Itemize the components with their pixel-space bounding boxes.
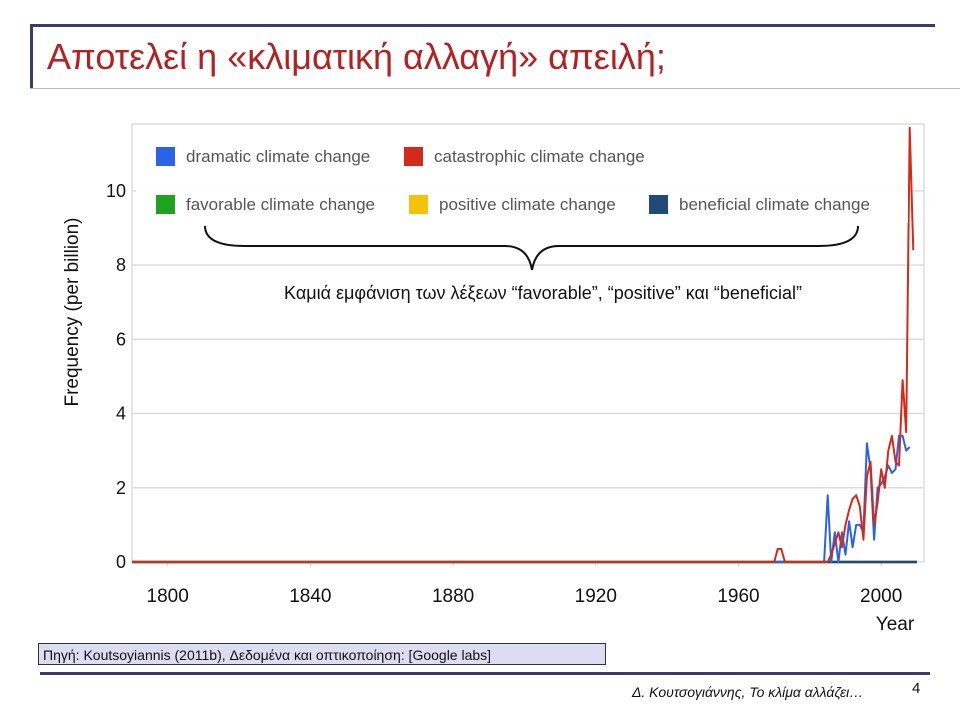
legend-swatch	[409, 195, 428, 214]
legend: dramatic climate change catastrophic clim…	[136, 137, 908, 223]
page-number: 4	[912, 680, 921, 697]
source-box: Πηγή: Koutsoyiannis (2011b), Δεδομένα κα…	[38, 643, 606, 665]
legend-background	[136, 137, 908, 223]
slide-title: Αποτελεί η «κλιματική αλλαγή» απειλή;	[47, 36, 666, 77]
chart-annotation: Καμιά εμφάνιση των λέξεων “favorable”, “…	[284, 283, 802, 303]
x-axis-label: Year	[876, 614, 915, 635]
curly-brace	[204, 225, 859, 271]
series-line-dramatic-climate-change	[132, 434, 911, 563]
y-tick-label: 6	[116, 329, 126, 349]
y-tick-labels: 0 2 4 6 8 10	[106, 181, 126, 572]
legend-label: dramatic climate change	[186, 147, 370, 166]
series-lines	[132, 126, 917, 564]
title-top-rule	[33, 24, 935, 27]
title-divider	[30, 88, 960, 89]
title-bar: Αποτελεί η «κλιματική αλλαγή» απειλή;	[30, 24, 935, 88]
footer-rule	[40, 672, 930, 675]
x-tick-labels: 1800 1840 1880 1920 1960 2000	[147, 586, 903, 607]
y-tick-label: 0	[116, 552, 126, 572]
legend-label: catastrophic climate change	[434, 147, 645, 166]
legend-swatch	[156, 195, 175, 214]
y-tick-label: 4	[116, 404, 126, 424]
y-tick-label: 2	[116, 478, 126, 498]
x-tick-label: 1880	[432, 586, 474, 607]
x-tick-label: 1960	[717, 586, 759, 607]
y-tick-label: 10	[106, 181, 126, 201]
y-axis-label: Frequency (per billion)	[62, 217, 83, 406]
legend-swatch	[649, 195, 668, 214]
x-tick-label: 1840	[289, 586, 331, 607]
legend-label: positive climate change	[439, 195, 616, 214]
x-tick-label: 2000	[860, 586, 902, 607]
footer-text: Δ. Κουτσογιάννης, Το κλίμα αλλάζει…	[632, 684, 864, 700]
x-tick-label: 1920	[575, 586, 617, 607]
x-tick-label: 1800	[147, 586, 189, 607]
series-line-catastrophic-climate-change	[132, 126, 915, 563]
legend-label: favorable climate change	[186, 195, 375, 214]
legend-swatch	[156, 147, 175, 166]
legend-label: beneficial climate change	[679, 195, 870, 214]
y-tick-label: 8	[116, 255, 126, 275]
legend-swatch	[404, 147, 423, 166]
